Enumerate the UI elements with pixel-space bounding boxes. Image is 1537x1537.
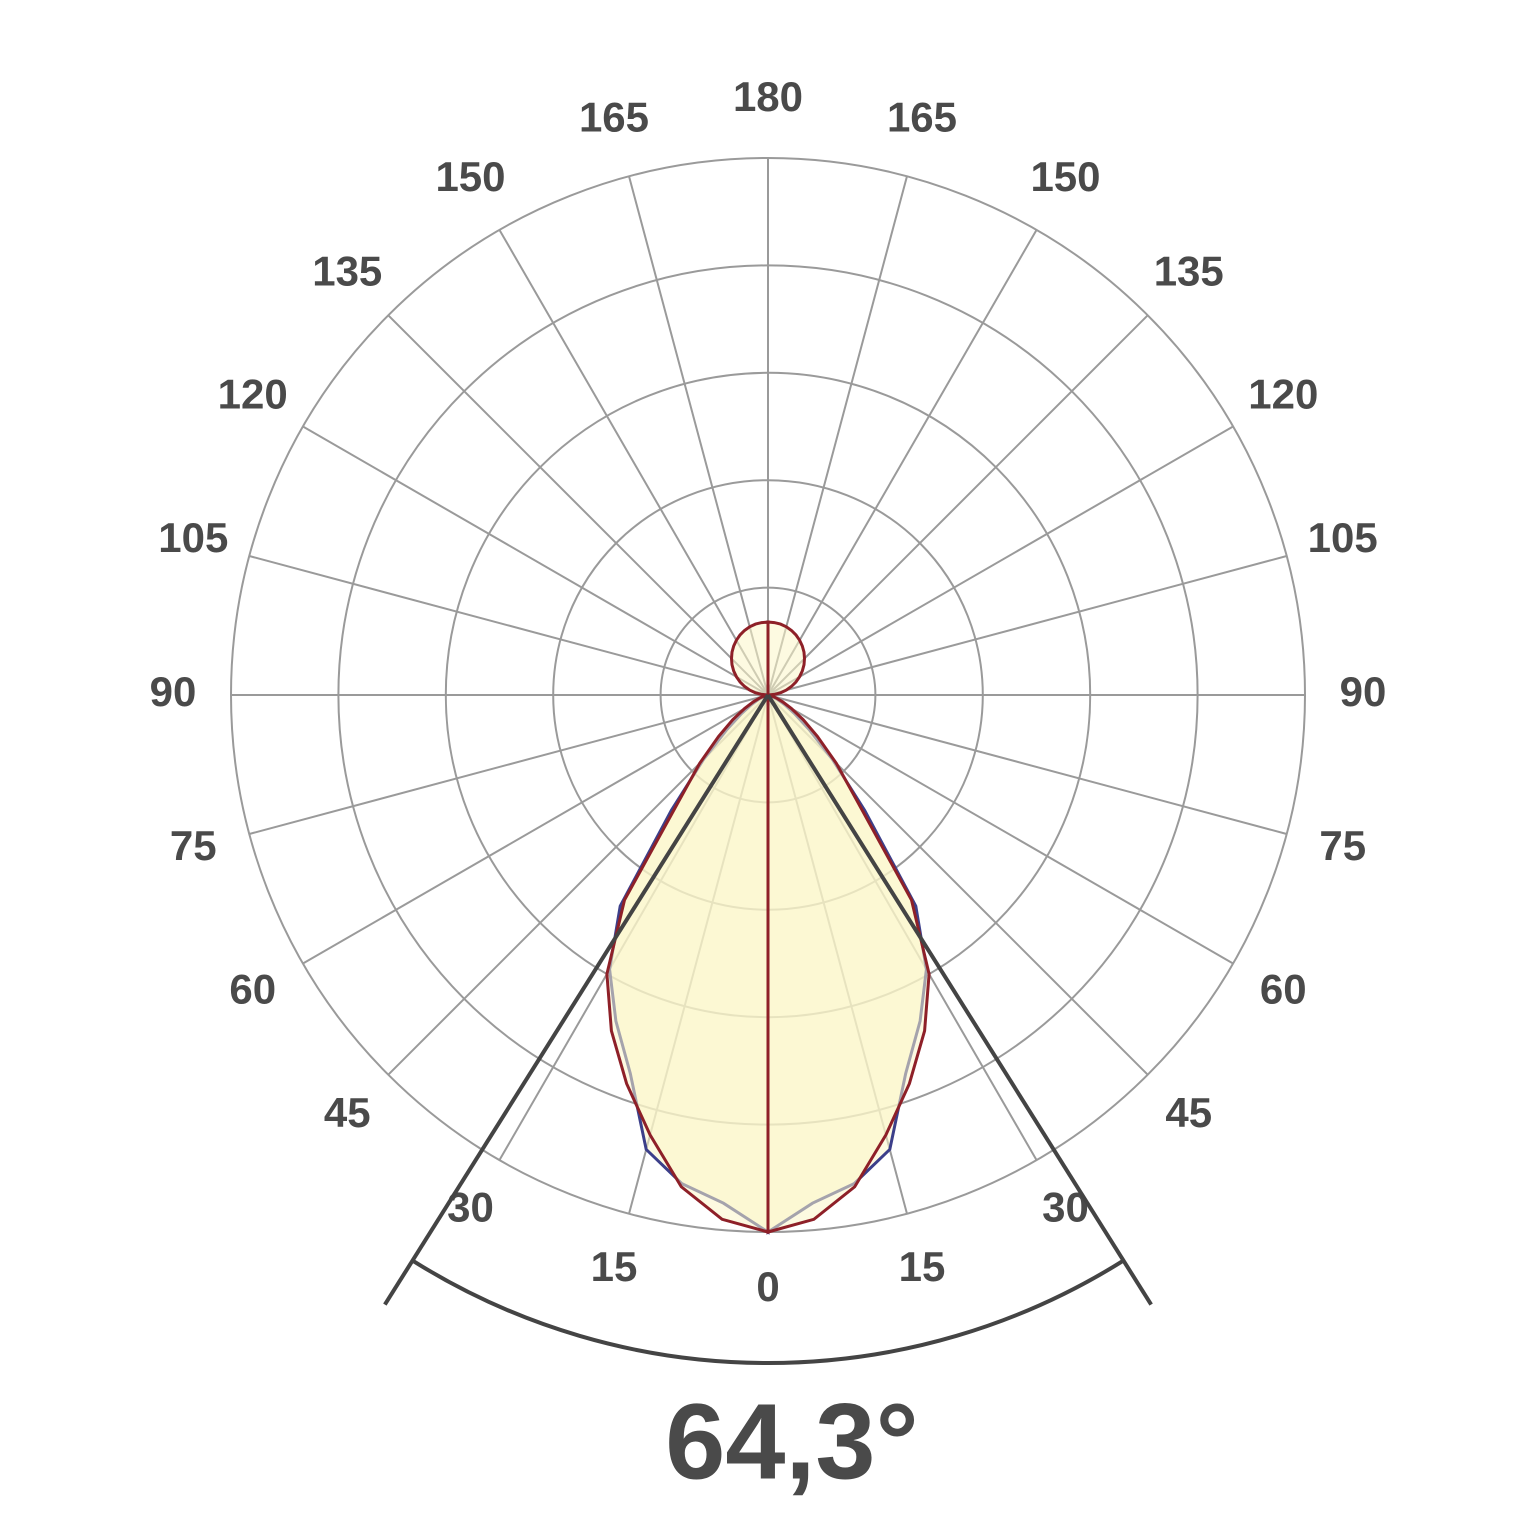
- angle-tick-label: 75: [170, 822, 217, 869]
- beam-angle-label: 64,3°: [665, 1381, 918, 1502]
- angle-tick-label: 165: [579, 93, 649, 140]
- grid-spoke: [767, 694, 1287, 835]
- grid-spoke: [302, 425, 769, 696]
- angle-tick-label: 90: [150, 668, 197, 715]
- angle-tick-label: 135: [1154, 247, 1224, 294]
- angle-tick-label: 0: [756, 1263, 779, 1310]
- angle-tick-label: 105: [158, 514, 228, 561]
- grid-spoke: [767, 229, 1038, 696]
- grid-spoke: [767, 425, 1234, 696]
- grid-spoke: [767, 314, 1149, 696]
- grid-spoke: [628, 176, 769, 696]
- grid-spoke: [767, 176, 908, 696]
- beam-arc: [411, 1258, 1125, 1365]
- grid-spoke: [302, 694, 769, 965]
- grid-spoke: [767, 555, 1287, 696]
- grid-spoke: [498, 229, 769, 696]
- angle-tick-label: 180: [733, 73, 803, 120]
- angle-tick-label: 60: [229, 966, 276, 1013]
- angle-tick-label: 105: [1308, 514, 1378, 561]
- series-curve: [766, 620, 931, 1234]
- beam-line: [766, 693, 1153, 1306]
- angle-tick-label: 150: [1030, 153, 1100, 200]
- angle-tick-label: 165: [887, 93, 957, 140]
- grid-spoke: [249, 694, 769, 835]
- grid-spoke: [249, 555, 769, 696]
- angle-tick-label: 150: [435, 153, 505, 200]
- angle-tick-label: 30: [447, 1183, 494, 1230]
- angle-tick-label: 30: [1042, 1183, 1089, 1230]
- angle-tick-label: 45: [1165, 1089, 1212, 1136]
- angle-tick-label: 75: [1319, 822, 1366, 869]
- series-curve: [605, 620, 770, 1234]
- angle-tick-label: 15: [591, 1243, 638, 1290]
- angle-tick-label: 90: [1340, 668, 1387, 715]
- grid-spoke: [387, 314, 769, 696]
- angle-tick-label: 45: [324, 1089, 371, 1136]
- grid-spoke: [767, 694, 1234, 965]
- angle-tick-label: 120: [218, 371, 288, 418]
- beam-line: [383, 693, 770, 1306]
- angle-tick-label: 120: [1248, 371, 1318, 418]
- angle-tick-label: 60: [1260, 966, 1307, 1013]
- angle-tick-label: 15: [899, 1243, 946, 1290]
- angle-tick-label: 135: [312, 247, 382, 294]
